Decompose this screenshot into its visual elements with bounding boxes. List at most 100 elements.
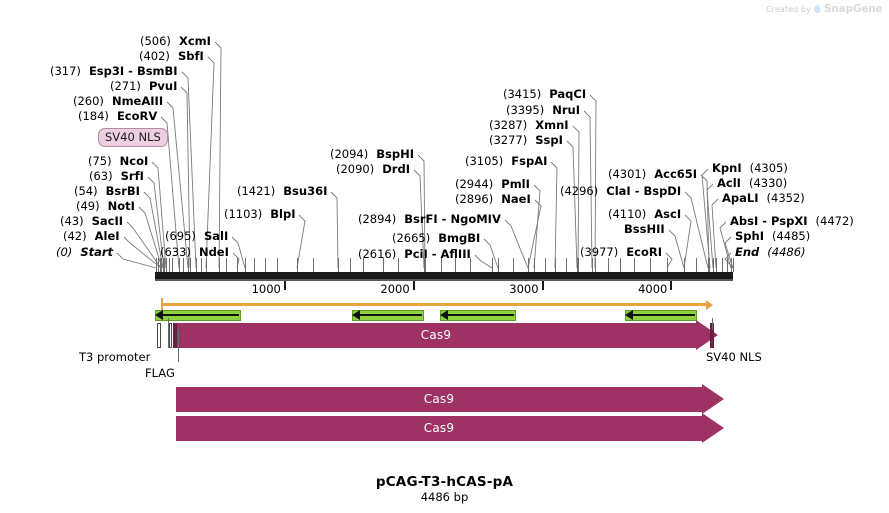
restriction-site-tick[interactable]: [163, 258, 164, 272]
enzyme-label-acli[interactable]: AclI (4330): [717, 177, 787, 189]
restriction-site-tick[interactable]: [164, 258, 165, 272]
restriction-site-tick[interactable]: [555, 258, 556, 272]
restriction-site-tick[interactable]: [470, 258, 471, 272]
restriction-site-tick[interactable]: [277, 258, 278, 272]
enzyme-label-kpni[interactable]: KpnI (4305): [712, 162, 788, 174]
enzyme-label-sspi[interactable]: (3277) SspI: [489, 134, 563, 146]
enzyme-label-acc65i[interactable]: (4301) Acc65I: [608, 168, 697, 180]
enzyme-label-ecorv[interactable]: (184) EcoRV: [78, 110, 157, 122]
enzyme-label-xcmi[interactable]: (506) XcmI: [140, 35, 211, 47]
restriction-site-tick[interactable]: [245, 258, 246, 272]
enzyme-label-naei[interactable]: (2896) NaeI: [455, 193, 531, 205]
enzyme-label-bsshii[interactable]: BssHII: [624, 223, 665, 235]
enzyme-label-sphi[interactable]: SphI (4485): [735, 230, 810, 242]
enzyme-label-asci[interactable]: (4110) AscI: [608, 208, 681, 220]
enzyme-label-fspai[interactable]: (3105) FspAI: [465, 155, 547, 167]
restriction-site-tick[interactable]: [169, 258, 170, 272]
flag-left-feature[interactable]: [169, 323, 172, 348]
restriction-site-tick[interactable]: [166, 258, 167, 272]
enzyme-label-ncoi[interactable]: (75) NcoI: [88, 155, 148, 167]
green-annotation-arrow[interactable]: [155, 310, 241, 321]
restriction-site-tick[interactable]: [226, 258, 227, 272]
restriction-site-tick[interactable]: [161, 258, 162, 272]
restriction-site-tick[interactable]: [237, 258, 238, 272]
enzyme-label-paqci[interactable]: (3415) PaqCI: [503, 88, 586, 100]
enzyme-label-bsrfi[interactable]: (2894) BsrFI - NgoMIV: [358, 213, 501, 225]
restriction-site-tick[interactable]: [620, 258, 621, 272]
enzyme-label-pvui[interactable]: (271) PvuI: [110, 80, 177, 92]
restriction-site-tick[interactable]: [183, 258, 184, 272]
restriction-site-tick[interactable]: [684, 258, 685, 272]
enzyme-label-sbfi[interactable]: (402) SbfI: [139, 50, 204, 62]
restriction-site-tick[interactable]: [398, 258, 399, 272]
green-annotation-arrow[interactable]: [440, 310, 516, 321]
restriction-site-tick[interactable]: [592, 258, 593, 272]
enzyme-label-alei[interactable]: (42) AleI: [63, 230, 120, 242]
restriction-site-tick[interactable]: [441, 258, 442, 272]
green-annotation-arrow[interactable]: [625, 310, 697, 321]
restriction-site-tick[interactable]: [201, 258, 202, 272]
restriction-site-tick[interactable]: [160, 258, 161, 272]
restriction-site-tick[interactable]: [219, 258, 220, 272]
restriction-site-tick[interactable]: [383, 258, 384, 272]
restriction-site-tick[interactable]: [196, 258, 197, 272]
restriction-site-tick[interactable]: [577, 258, 578, 272]
restriction-site-tick[interactable]: [727, 258, 728, 272]
restriction-site-tick[interactable]: [172, 258, 173, 272]
enzyme-label-bsphi[interactable]: (2094) BspHI: [330, 148, 414, 160]
restriction-site-tick[interactable]: [608, 258, 609, 272]
restriction-site-tick[interactable]: [595, 258, 596, 272]
enzyme-label-pcii[interactable]: (2616) PciI - AflIII: [358, 248, 471, 260]
enzyme-label-drdi[interactable]: (2090) DrdI: [336, 163, 410, 175]
restriction-site-tick[interactable]: [733, 258, 734, 272]
restriction-site-tick[interactable]: [424, 258, 425, 272]
restriction-site-tick[interactable]: [709, 258, 710, 272]
enzyme-label-nrui[interactable]: (3395) NruI: [506, 104, 580, 116]
enzyme-label-noti[interactable]: (49) NotI: [76, 200, 135, 212]
restriction-site-tick[interactable]: [513, 258, 514, 272]
restriction-site-tick[interactable]: [425, 258, 426, 272]
restriction-site-tick[interactable]: [650, 258, 651, 272]
restriction-site-tick[interactable]: [708, 258, 709, 272]
enzyme-label-ecori[interactable]: (3977) EcoRI: [580, 246, 662, 258]
restriction-site-tick[interactable]: [338, 258, 339, 272]
restriction-site-tick[interactable]: [578, 258, 579, 272]
plasmid-backbone[interactable]: [155, 272, 733, 279]
restriction-site-tick[interactable]: [498, 258, 499, 272]
enzyme-label-bsrbi[interactable]: (54) BsrBI: [74, 185, 140, 197]
feature-arrow-cas9-row2[interactable]: Cas9: [176, 384, 724, 414]
restriction-site-tick[interactable]: [566, 258, 567, 272]
restriction-site-tick[interactable]: [350, 258, 351, 272]
feature-note-flag[interactable]: FLAG: [145, 366, 175, 380]
feature-arrow-cas9-row1[interactable]: Cas9: [176, 320, 718, 350]
restriction-site-tick[interactable]: [363, 258, 364, 272]
enzyme-label-srfi[interactable]: (63) SrfI: [89, 170, 144, 182]
restriction-site-tick[interactable]: [297, 258, 298, 272]
restriction-site-tick[interactable]: [313, 258, 314, 272]
restriction-site-tick[interactable]: [534, 258, 535, 272]
restriction-site-tick[interactable]: [188, 258, 189, 272]
restriction-site-tick[interactable]: [731, 258, 732, 272]
restriction-site-tick[interactable]: [158, 258, 159, 272]
restriction-site-tick[interactable]: [455, 258, 456, 272]
enzyme-label-esp3i[interactable]: (317) Esp3I - BsmBI: [50, 65, 178, 77]
enzyme-label-ndei[interactable]: (633) NdeI: [160, 246, 229, 258]
orange-annotation-arrow[interactable]: [161, 303, 706, 306]
enzyme-label-bmgbi[interactable]: (2665) BmgBI: [392, 232, 480, 244]
sv40-nls-feature[interactable]: [710, 323, 714, 348]
restriction-site-tick[interactable]: [667, 258, 668, 272]
restriction-site-tick[interactable]: [545, 258, 546, 272]
enzyme-label-xmni[interactable]: (3287) XmnI: [489, 119, 569, 131]
feature-note-t3-promoter[interactable]: T3 promoter: [79, 350, 151, 364]
enzyme-label-sacii[interactable]: (43) SacII: [60, 215, 123, 227]
enzyme-label-clai[interactable]: (4296) ClaI - BspDI: [560, 185, 681, 197]
restriction-site-tick[interactable]: [722, 258, 723, 272]
restriction-site-tick[interactable]: [696, 258, 697, 272]
restriction-site-tick[interactable]: [492, 258, 493, 272]
feature-label-sv40-nls[interactable]: SV40 NLS: [98, 128, 168, 147]
enzyme-label-end[interactable]: End (4486): [735, 246, 806, 258]
restriction-site-tick[interactable]: [206, 258, 207, 272]
green-annotation-arrow[interactable]: [352, 310, 424, 321]
restriction-site-tick[interactable]: [179, 258, 180, 272]
restriction-site-tick[interactable]: [254, 258, 255, 272]
